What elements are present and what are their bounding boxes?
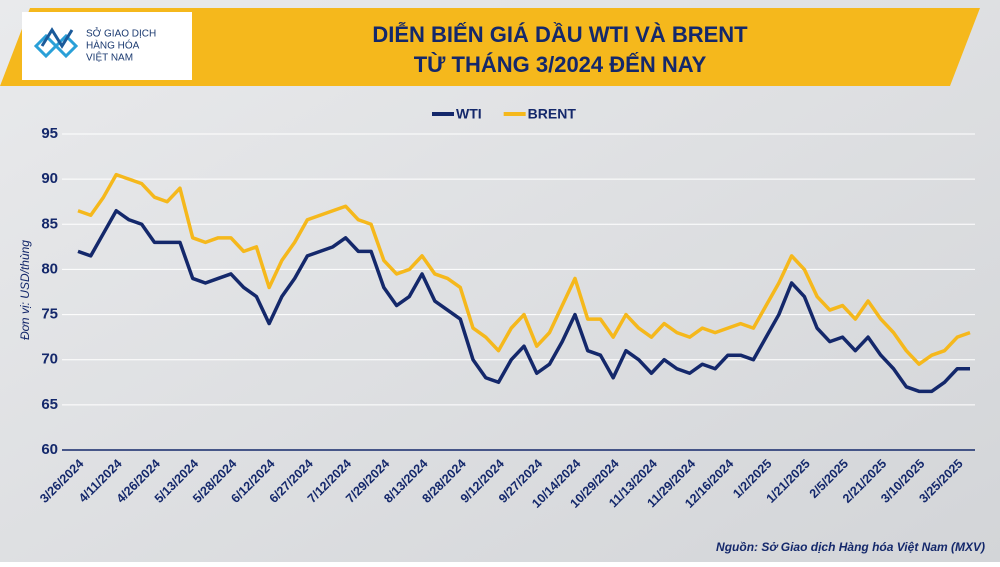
logo-box <box>22 12 192 80</box>
legend-label: BRENT <box>528 106 577 122</box>
chart-title: DIỄN BIẾN GIÁ DẦU WTI VÀ BRENT <box>372 21 748 47</box>
y-tick-label: 75 <box>41 306 58 323</box>
title-banner <box>0 8 980 86</box>
y-tick-label: 70 <box>41 351 58 368</box>
logo-text: SỞ GIAO DỊCH <box>86 27 156 40</box>
y-tick-label: 85 <box>41 215 58 232</box>
y-tick-label: 65 <box>41 396 58 413</box>
logo-icon <box>33 27 79 59</box>
chart-subtitle: TỪ THÁNG 3/2024 ĐẾN NAY <box>414 52 707 77</box>
y-tick-label: 80 <box>41 260 58 277</box>
logo-text: HÀNG HÓA <box>86 39 140 52</box>
y-tick-label: 95 <box>41 125 58 142</box>
logo-text: VIỆT NAM <box>86 51 133 64</box>
source: Nguồn: Sở Giao dịch Hàng hóa Việt Nam (M… <box>716 540 985 554</box>
y-axis-title: Đơn vị: USD/thùng <box>18 240 32 340</box>
legend-label: WTI <box>456 106 482 122</box>
line <box>77 208 970 394</box>
y-tick-label: 90 <box>41 170 58 187</box>
y-tick-label: 60 <box>41 441 58 458</box>
line <box>77 172 971 366</box>
